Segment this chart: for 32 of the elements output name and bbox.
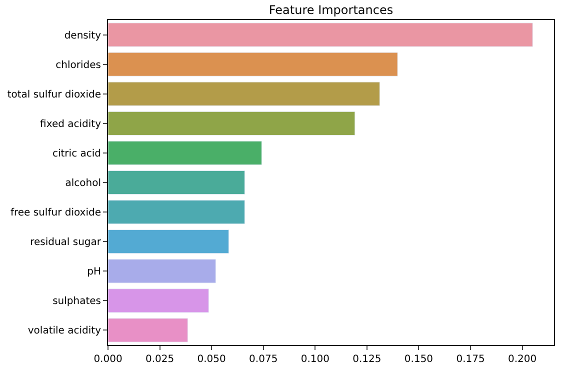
x-tick-label: 0.075 <box>249 354 278 365</box>
bar <box>108 200 245 224</box>
x-tick-label: 0.050 <box>197 354 226 365</box>
bar <box>108 259 216 284</box>
y-tick-label: residual sugar <box>30 237 102 248</box>
bar <box>108 22 533 47</box>
y-tick-label: fixed acidity <box>40 118 102 130</box>
x-tick-label: 0.100 <box>300 354 330 365</box>
x-tick-label: 0.025 <box>145 354 174 365</box>
x-tick-label: 0.000 <box>94 354 122 365</box>
bar <box>108 318 188 342</box>
x-tick-label: 0.150 <box>404 354 434 365</box>
x-tick-label: 0.200 <box>508 354 537 365</box>
y-tick-label: total sulfur dioxide <box>7 89 101 100</box>
chart-title: Feature Importances <box>268 3 394 17</box>
bar <box>108 170 245 195</box>
x-tick-label: 0.125 <box>352 354 382 365</box>
y-tick-label: pH <box>87 266 101 278</box>
y-tick-label: density <box>64 30 102 42</box>
y-tick-label: chlorides <box>56 60 101 71</box>
bar <box>108 111 356 136</box>
y-tick-label: citric acid <box>52 148 101 160</box>
bar <box>108 288 209 313</box>
bar <box>108 82 380 106</box>
y-tick-label: alcohol <box>65 178 101 189</box>
bar <box>108 52 398 76</box>
bar <box>108 140 262 166</box>
y-tick-label: sulphates <box>52 296 101 308</box>
bar <box>108 230 230 254</box>
y-tick-label: volatile acidity <box>28 326 102 337</box>
x-tick-label: 0.175 <box>456 354 485 365</box>
y-tick-label: free sulfur dioxide <box>10 208 101 219</box>
